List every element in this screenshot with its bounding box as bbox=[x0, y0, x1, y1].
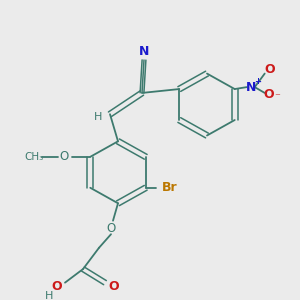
Text: O: O bbox=[264, 63, 275, 76]
Text: Br: Br bbox=[162, 181, 178, 194]
Text: +: + bbox=[254, 77, 261, 86]
Text: O: O bbox=[109, 280, 119, 293]
Text: N: N bbox=[139, 45, 149, 58]
Text: H: H bbox=[94, 112, 102, 122]
Text: O: O bbox=[60, 150, 69, 163]
Text: ⁻: ⁻ bbox=[274, 92, 280, 102]
Text: O: O bbox=[263, 88, 274, 101]
Text: CH₃: CH₃ bbox=[25, 152, 44, 162]
Text: O: O bbox=[106, 222, 116, 235]
Text: O: O bbox=[52, 280, 62, 293]
Text: N: N bbox=[245, 81, 256, 94]
Text: H: H bbox=[45, 291, 53, 300]
